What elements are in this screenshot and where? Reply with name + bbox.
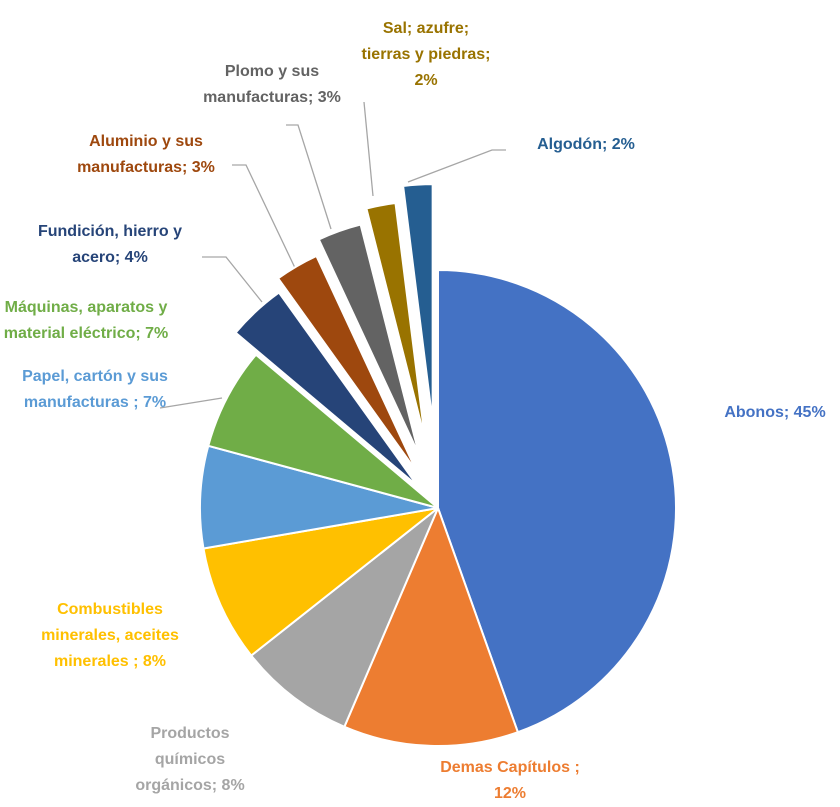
leader-line	[286, 124, 332, 230]
leader-line	[202, 256, 263, 303]
pie-slice	[234, 291, 419, 487]
data-label: Sal; azufre; tierras y piedras; 2%	[361, 20, 491, 89]
pie-slice	[437, 268, 677, 734]
data-label: Algodón; 2%	[537, 136, 635, 153]
pie-slice	[402, 183, 434, 423]
leader-line	[407, 149, 506, 183]
data-label: Máquinas, aparatos y material eléctrico;…	[3, 299, 169, 342]
data-label: Papel, cartón y sus manufacturas ; 7%	[22, 368, 168, 411]
pie-slice	[276, 254, 418, 473]
pie-slice	[249, 507, 439, 729]
leader-line	[232, 164, 297, 271]
pie-slice	[202, 507, 439, 657]
data-label: Demas Capítulos ; 12%	[440, 759, 580, 802]
leader-line	[363, 101, 374, 197]
data-label: Plomo y sus manufacturas; 3%	[203, 63, 341, 106]
data-label: Fundición, hierro y acero; 4%	[37, 223, 182, 266]
data-label: Aluminio y sus manufacturas; 3%	[77, 133, 215, 176]
data-label: Abonos; 45%	[724, 404, 826, 421]
pie-slice	[343, 505, 520, 747]
pie-slice	[365, 201, 427, 440]
data-label: Combustibles minerales, aceites minerale…	[41, 601, 179, 670]
pie-slice	[199, 444, 439, 550]
leader-line	[159, 397, 223, 409]
pie-slice	[317, 223, 421, 456]
pie-slice	[207, 353, 439, 509]
data-label: Productos químicos orgánicos; 8%	[135, 725, 245, 794]
